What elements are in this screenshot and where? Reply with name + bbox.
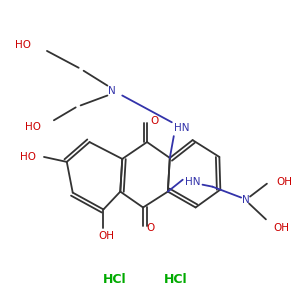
Text: O: O	[151, 116, 159, 126]
Text: OH: OH	[277, 177, 293, 187]
Text: O: O	[147, 223, 155, 233]
Text: OH: OH	[274, 223, 290, 233]
Text: HCl: HCl	[103, 273, 126, 286]
Text: HN: HN	[185, 177, 200, 187]
Text: HN: HN	[174, 123, 190, 133]
Text: N: N	[109, 85, 116, 96]
Text: HO: HO	[20, 152, 36, 162]
Text: N: N	[242, 194, 250, 205]
Text: HCl: HCl	[164, 273, 187, 286]
Text: OH: OH	[98, 231, 114, 241]
Text: HO: HO	[15, 40, 31, 50]
Text: HO: HO	[25, 122, 41, 132]
